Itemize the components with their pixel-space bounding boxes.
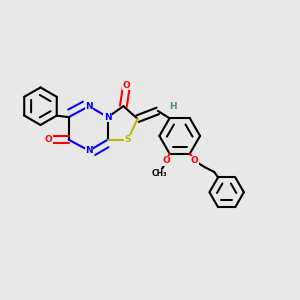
Text: S: S bbox=[125, 135, 131, 144]
Text: O: O bbox=[191, 157, 199, 166]
Text: CH₃: CH₃ bbox=[152, 169, 167, 178]
Text: N: N bbox=[85, 146, 93, 155]
Text: O: O bbox=[44, 135, 52, 144]
Text: H: H bbox=[169, 102, 176, 111]
Text: N: N bbox=[104, 112, 112, 122]
Text: N: N bbox=[85, 102, 93, 111]
Text: O: O bbox=[163, 157, 170, 166]
Text: O: O bbox=[123, 81, 130, 90]
